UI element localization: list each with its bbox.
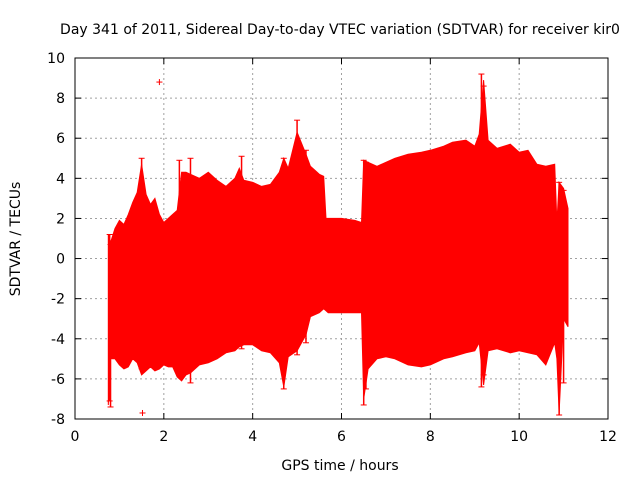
data-layer	[106, 73, 569, 416]
y-tick-label: 2	[56, 211, 65, 227]
x-tick-label: 2	[159, 429, 168, 445]
y-tick-label: 0	[56, 252, 65, 268]
x-tick-label: 10	[510, 429, 528, 445]
y-tick-label: 6	[56, 131, 65, 147]
chart-title: Day 341 of 2011, Sidereal Day-to-day VTE…	[60, 22, 620, 38]
y-tick-label: -6	[51, 372, 65, 388]
x-tick-label: 12	[599, 429, 617, 445]
y-tick-label: 10	[47, 51, 65, 67]
x-axis-label: GPS time / hours	[281, 458, 398, 474]
sdtvar-band	[107, 80, 569, 414]
outlier-point	[156, 79, 163, 86]
x-tick-label: 0	[71, 429, 80, 445]
y-tick-label: 4	[56, 171, 65, 187]
y-tick-label: -8	[51, 412, 65, 428]
x-tick-label: 6	[337, 429, 346, 445]
x-tick-label: 8	[426, 429, 435, 445]
outlier-point	[139, 409, 146, 416]
y-axis-label: SDTVAR / TECUs	[8, 182, 24, 297]
x-tick-label: 4	[248, 429, 257, 445]
y-tick-label: 8	[56, 91, 65, 107]
axis-ticks: 0 2 4 6 8 10 12 -8 -6 -4 -2 0 2 4 6 8 10	[47, 51, 617, 445]
y-tick-label: -4	[51, 332, 65, 348]
y-tick-label: -2	[51, 292, 65, 308]
